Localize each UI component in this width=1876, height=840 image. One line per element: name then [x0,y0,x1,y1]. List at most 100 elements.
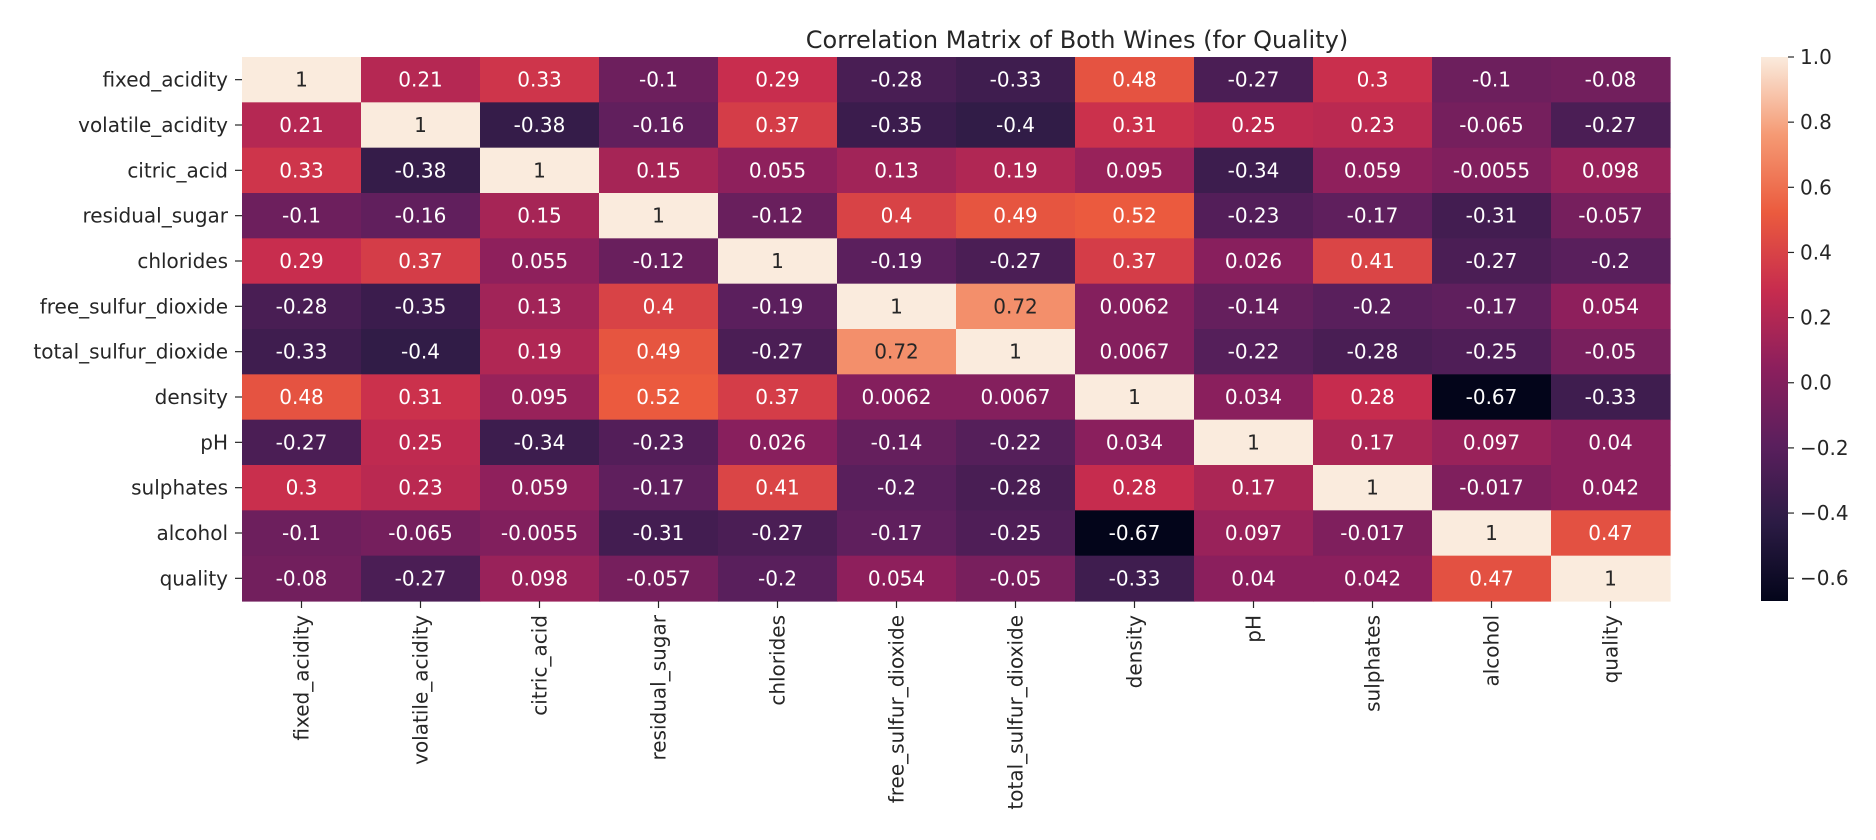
x-tick-label: residual_sugar [647,614,671,760]
cell-value-label: -0.19 [871,249,923,273]
cell-value-label: -0.16 [395,204,447,228]
heatmap-cell [480,374,600,421]
cell-value-label: 0.25 [398,430,443,454]
x-tick-label: fixed_acidity [290,615,314,741]
cell-value-label: 1 [414,113,427,137]
heatmap-cell [1313,147,1433,194]
cell-value-label: 0.49 [993,204,1038,228]
colorbar-tick-label: 0.6 [1800,175,1832,199]
colorbar-tick-label: 0.0 [1800,371,1832,395]
heatmap-cell [361,102,481,149]
heatmap-cell [361,419,481,466]
heatmap-cell [1551,510,1671,557]
cell-value-label: -0.34 [514,430,566,454]
cell-value-label: -0.14 [871,430,923,454]
heatmap-cell [1432,465,1552,511]
heatmap-cell [837,193,957,239]
cell-value-label: 0.04 [1231,566,1276,590]
heatmap-cell [1194,57,1314,103]
heatmap-cell [1194,329,1314,375]
cell-value-label: -0.0055 [501,521,578,545]
heatmap-cell [1075,419,1195,466]
cell-value-label: -0.0055 [1453,158,1530,182]
heatmap-cell [718,57,838,103]
heatmap-cell [599,419,719,466]
colorbar: 1.0 0.8 0.6 0.4 0.2 0.0 −0.2 −0.4 −0.6 [1761,45,1849,601]
cell-value-label: 0.41 [1350,249,1395,273]
cell-value-label: 0.0067 [981,385,1051,409]
cell-value-label: 0.48 [1112,68,1157,92]
heatmap-cell [1075,238,1195,285]
heatmap-cell [1075,283,1195,330]
heatmap-cell [1194,238,1314,285]
heatmap-cell [1551,419,1671,466]
heatmap-cell [1313,510,1433,557]
x-tick-label: free_sulfur_dioxide [885,615,909,803]
heatmap-cell [361,147,481,194]
heatmap-cell [361,374,481,421]
y-tick-label: chlorides [137,249,228,273]
heatmap-cell [1313,57,1433,103]
cell-value-label: -0.33 [1109,566,1161,590]
heatmap-cell [480,510,600,557]
cell-value-label: -0.2 [1591,249,1630,273]
cell-value-label: -0.28 [1347,340,1399,364]
cell-value-label: 0.28 [1112,476,1157,500]
cell-value-label: 0.13 [517,294,562,318]
heatmap-cell [1313,555,1433,602]
heatmap-cell [956,238,1076,285]
cell-value-label: 1 [1485,521,1498,545]
cell-value-label: 0.0067 [1100,340,1170,364]
heatmap-cell [718,283,838,330]
cell-value-label: 0.098 [1582,158,1639,182]
x-tick-label: alcohol [1480,615,1504,687]
heatmap-cell [956,102,1076,149]
heatmap-cell [480,419,600,466]
cell-value-label: -0.17 [871,521,923,545]
cell-value-label: 0.17 [1231,476,1276,500]
heatmap-cell [1194,374,1314,421]
cell-value-label: -0.31 [1466,204,1518,228]
heatmap-cell [956,374,1076,421]
cell-value-label: 0.28 [1350,385,1395,409]
heatmap-cell [1194,465,1314,511]
heatmap-cell [242,419,362,466]
cell-value-label: 0.33 [279,158,324,182]
cell-value-label: -0.27 [276,430,328,454]
heatmap-cell [242,147,362,194]
heatmap-cell [1313,238,1433,285]
heatmap-cell [956,419,1076,466]
cell-value-label: -0.017 [1340,521,1404,545]
heatmap-cell [718,555,838,602]
heatmap-cell [956,465,1076,511]
heatmap-cell [242,193,362,239]
cell-value-label: 0.055 [511,249,568,273]
cell-value-label: -0.27 [752,521,804,545]
cell-value-label: 1 [771,249,784,273]
cell-value-label: -0.27 [752,340,804,364]
heatmap-cell [956,193,1076,239]
heatmap-cell [599,57,719,103]
cell-value-label: 0.48 [279,385,324,409]
cell-value-label: -0.2 [877,476,916,500]
heatmap-cell [361,555,481,602]
cell-value-label: -0.16 [633,113,685,137]
cell-value-label: -0.017 [1459,476,1523,500]
heatmap-cell [956,329,1076,375]
cell-value-label: 0.095 [511,385,568,409]
cell-value-label: 0.034 [1225,385,1282,409]
chart-title: Correlation Matrix of Both Wines (for Qu… [806,26,1348,54]
cell-value-label: 0.37 [1112,249,1157,273]
cell-value-label: -0.25 [990,521,1042,545]
cell-value-label: -0.4 [401,340,440,364]
heatmap-cell [480,238,600,285]
x-tick-label: sulphates [1361,615,1385,712]
cell-value-label: 0.4 [643,294,675,318]
heatmap-cell [599,329,719,375]
heatmap-cell [599,510,719,557]
cell-value-label: -0.35 [871,113,923,137]
heatmap-cell [361,283,481,330]
heatmap-cell [242,102,362,149]
cell-value-label: 0.21 [279,113,324,137]
